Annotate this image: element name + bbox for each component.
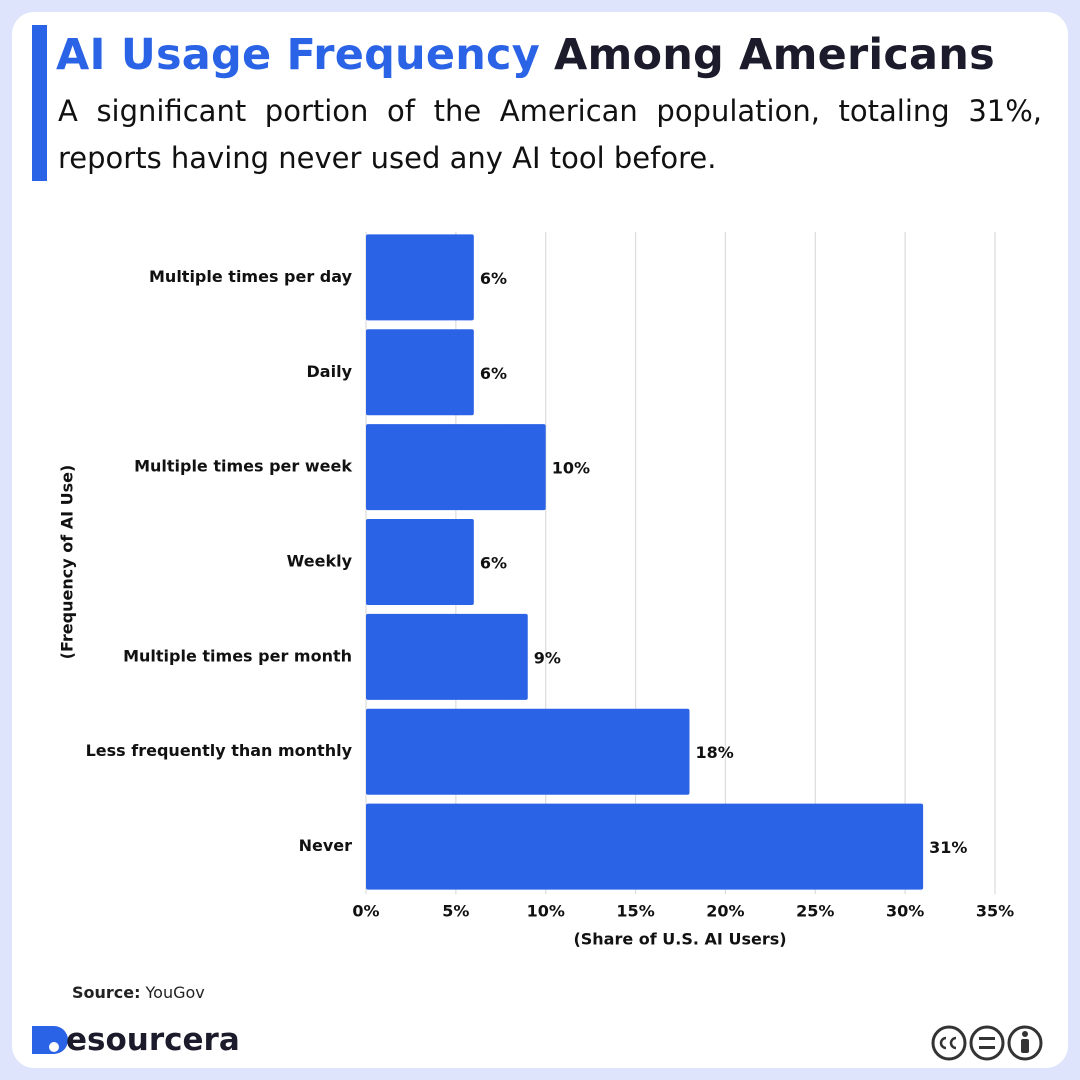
source-label: Source: — [72, 983, 141, 1002]
title: AI Usage Frequency Among Americans — [56, 30, 995, 80]
value-label: 18% — [695, 743, 733, 762]
bar — [366, 708, 690, 795]
x-tick-label: 20% — [706, 902, 744, 921]
source: Source: YouGov — [72, 983, 205, 1002]
x-axis-label: (Share of U.S. AI Users) — [573, 930, 786, 949]
x-tick-label: 35% — [976, 902, 1014, 921]
logo-icon — [32, 1026, 68, 1054]
x-tick-label: 30% — [886, 902, 924, 921]
bar — [366, 329, 474, 416]
y-tick-label: Less frequently than monthly — [86, 741, 353, 760]
y-tick-label: Multiple times per week — [134, 457, 352, 476]
title-text: Among Americans — [553, 30, 995, 80]
bar — [366, 613, 528, 700]
y-tick-label: Daily — [307, 362, 353, 381]
bar — [366, 234, 474, 321]
y-tick-label: Never — [299, 836, 353, 855]
x-tick-label: 25% — [796, 902, 834, 921]
license-icons — [931, 1025, 1043, 1061]
x-tick-label: 5% — [442, 902, 469, 921]
y-tick-label: Multiple times per month — [123, 646, 352, 665]
title-highlight: AI Usage Frequency — [56, 30, 540, 80]
y-axis-label: (Frequency of AI Use) — [58, 465, 77, 660]
source-text: YouGov — [145, 983, 205, 1002]
x-tick-label: 15% — [616, 902, 654, 921]
card — [12, 12, 1068, 1068]
title-accent — [32, 25, 47, 181]
value-label: 31% — [929, 838, 967, 857]
x-tick-label: 0% — [352, 902, 379, 921]
value-label: 6% — [480, 269, 507, 288]
value-label: 6% — [480, 554, 507, 573]
value-label: 9% — [534, 648, 561, 667]
x-tick-label: 10% — [527, 902, 565, 921]
y-tick-label: Weekly — [287, 552, 353, 571]
logo: esourcera — [66, 1022, 240, 1058]
bar — [366, 803, 924, 890]
y-tick-label: Multiple times per day — [149, 267, 353, 286]
value-label: 6% — [480, 364, 507, 383]
value-label: 10% — [552, 459, 590, 478]
bar — [366, 519, 474, 605]
subtitle: A significant portion of the American po… — [58, 94, 1042, 175]
bar — [366, 424, 546, 511]
